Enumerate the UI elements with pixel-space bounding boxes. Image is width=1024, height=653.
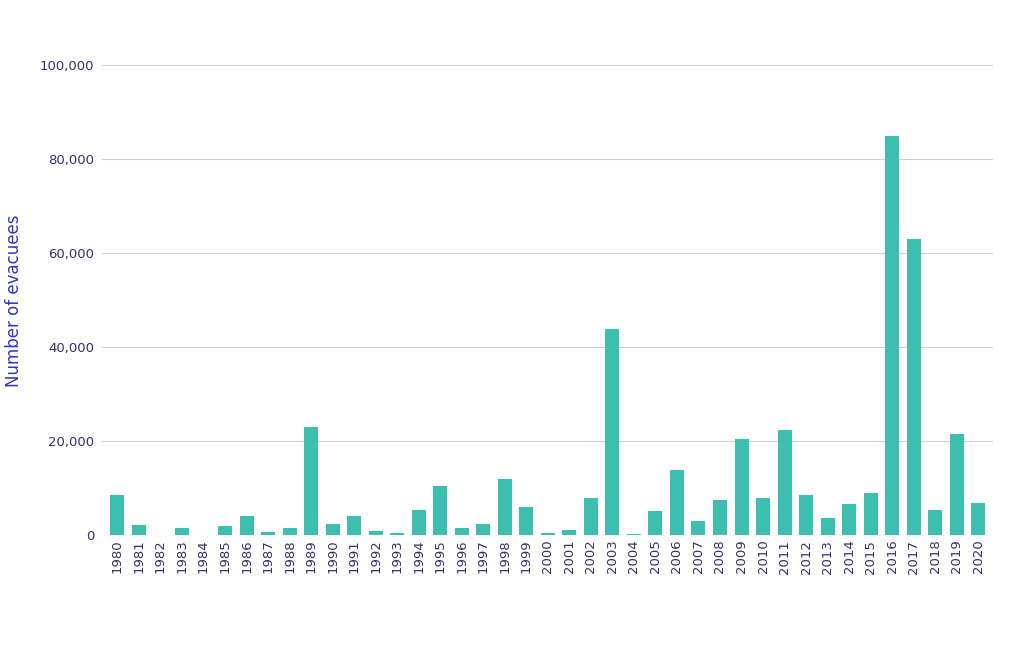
Bar [476, 524, 490, 535]
Bar [412, 509, 426, 535]
Bar [584, 498, 598, 535]
Bar [175, 528, 189, 535]
Bar [218, 526, 232, 535]
Bar [369, 531, 383, 535]
Bar [390, 533, 404, 535]
Bar [519, 507, 534, 535]
Bar [455, 528, 469, 535]
Bar [132, 525, 146, 535]
Bar [433, 486, 447, 535]
Bar [777, 430, 792, 535]
Bar [885, 136, 899, 535]
Bar [799, 496, 813, 535]
Bar [283, 528, 297, 535]
Bar [949, 434, 964, 535]
Bar [713, 500, 727, 535]
Bar [670, 470, 684, 535]
Bar [111, 496, 125, 535]
Bar [240, 516, 254, 535]
Bar [304, 427, 318, 535]
Bar [734, 439, 749, 535]
Bar [863, 493, 878, 535]
Bar [820, 518, 835, 535]
Bar [627, 534, 641, 535]
Bar [971, 503, 985, 535]
Bar [562, 530, 577, 535]
Bar [906, 239, 921, 535]
Bar [928, 509, 942, 535]
Bar [691, 521, 706, 535]
Bar [326, 524, 340, 535]
Y-axis label: Number of evacuees: Number of evacuees [5, 214, 23, 387]
Bar [648, 511, 663, 535]
Bar [842, 504, 856, 535]
Bar [605, 328, 620, 535]
Bar [541, 533, 555, 535]
Bar [347, 516, 361, 535]
Bar [261, 532, 275, 535]
Bar [756, 498, 770, 535]
Bar [498, 479, 512, 535]
